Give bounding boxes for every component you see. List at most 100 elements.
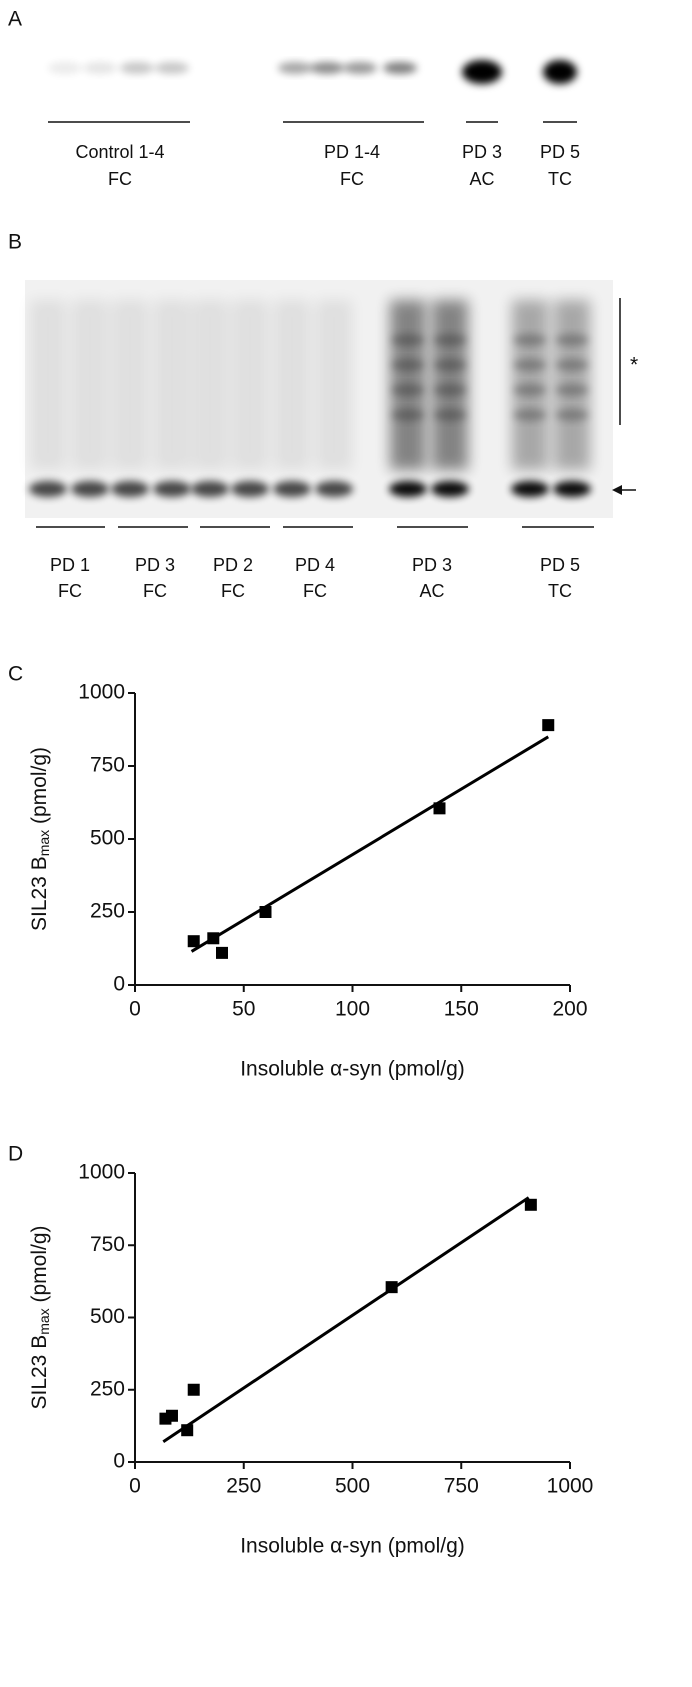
- smear-band: [391, 359, 425, 371]
- point: [524, 1198, 537, 1211]
- y-tick-label: 1000: [78, 1161, 125, 1184]
- x-tick-label: 200: [552, 998, 587, 1021]
- smear-band: [555, 384, 589, 396]
- smear-band: [391, 384, 425, 396]
- panel-label: A: [8, 8, 22, 31]
- lane-label: FC: [58, 581, 82, 601]
- smear-band: [513, 334, 547, 346]
- smear-band: [433, 334, 467, 346]
- smear: [112, 300, 148, 470]
- band: [511, 481, 549, 497]
- point: [259, 906, 272, 918]
- point: [181, 1424, 194, 1437]
- y-axis-label: SIL23 Bmax (pmol/g): [28, 1225, 52, 1409]
- blot-a: Control 1-4 FC PD 1-4 FC PD 3 AC PD 5 TC: [48, 60, 580, 189]
- smear-band: [433, 359, 467, 371]
- band: [155, 62, 189, 74]
- lane-label: FC: [340, 169, 364, 189]
- y-tick-label: 750: [90, 1233, 125, 1256]
- smear-band: [555, 409, 589, 421]
- lane-label: TC: [548, 581, 572, 601]
- smear-band: [513, 359, 547, 371]
- x-axis-label: Insoluble α-syn (pmol/g): [240, 1535, 465, 1558]
- smear-band: [391, 409, 425, 421]
- smear: [72, 300, 108, 470]
- lane-label: PD 2: [213, 555, 253, 575]
- x-tick-label: 100: [335, 998, 370, 1021]
- lane-label: FC: [108, 169, 132, 189]
- band: [553, 481, 591, 497]
- smear-band: [513, 409, 547, 421]
- lane-label: PD 5: [540, 555, 580, 575]
- band: [71, 481, 109, 497]
- fit-line: [190, 735, 550, 953]
- x-tick-label: 0: [129, 1475, 141, 1498]
- point: [542, 719, 555, 732]
- smear-band: [433, 384, 467, 396]
- band: [231, 481, 269, 497]
- smear: [192, 300, 228, 470]
- band: [431, 481, 469, 497]
- smear: [274, 300, 310, 470]
- y-tick-label: 250: [90, 1377, 125, 1400]
- point: [207, 932, 220, 945]
- x-tick-label: 0: [129, 998, 141, 1021]
- lane-label: PD 4: [295, 555, 335, 575]
- lane-label: AC: [469, 169, 494, 189]
- fit-line: [162, 1196, 530, 1444]
- lane-label: PD 3: [135, 555, 175, 575]
- smear-marker: *: [630, 354, 638, 377]
- lane-label: FC: [303, 581, 327, 601]
- blot-b: PD 1 FC PD 3 FC PD 2 FC PD 4 FC PD 3 AC PD 5 TC: [25, 280, 613, 601]
- smear-band: [513, 384, 547, 396]
- y-tick-label: 1000: [78, 681, 125, 704]
- y-tick-label: 750: [90, 754, 125, 777]
- smear-band: [433, 409, 467, 421]
- band: [83, 62, 117, 74]
- lane-label: PD 1-4: [324, 142, 380, 162]
- smear: [154, 300, 190, 470]
- x-axis-label: Insoluble α-syn (pmol/g): [240, 1058, 465, 1081]
- band: [153, 481, 191, 497]
- lane-label: AC: [419, 581, 444, 601]
- x-tick-label: 50: [232, 998, 255, 1021]
- smear: [316, 300, 352, 470]
- smear-band: [391, 334, 425, 346]
- y-axis-label-text: SIL23 B: [28, 856, 51, 931]
- band: [315, 481, 353, 497]
- y-tick-label: 0: [113, 973, 125, 996]
- band: [273, 481, 311, 497]
- x-tick-label: 1000: [547, 1475, 594, 1498]
- band: [111, 481, 149, 497]
- smear-band: [555, 359, 589, 371]
- band: [310, 62, 344, 74]
- point: [216, 946, 228, 959]
- lane-label: PD 1: [50, 555, 90, 575]
- point: [165, 1409, 178, 1422]
- y-tick-label: 0: [113, 1450, 125, 1473]
- lane-label: FC: [221, 581, 245, 601]
- band-arrowhead: [612, 485, 622, 495]
- lane-label: Control 1-4: [75, 142, 164, 162]
- smear-band: [555, 334, 589, 346]
- y-axis-label-unit: (pmol/g): [28, 1225, 51, 1308]
- y-tick-label: 500: [90, 827, 125, 850]
- y-tick-label: 250: [90, 900, 125, 923]
- y-tick-label: 500: [90, 1305, 125, 1328]
- lane-label: PD 3: [412, 555, 452, 575]
- band: [191, 481, 229, 497]
- x-tick-label: 250: [226, 1475, 261, 1498]
- band: [120, 62, 154, 74]
- x-tick-label: 500: [335, 1475, 370, 1498]
- band: [389, 481, 427, 497]
- band: [29, 481, 67, 497]
- panel-label: C: [8, 663, 23, 686]
- y-axis-label-unit: (pmol/g): [28, 747, 51, 830]
- band: [462, 60, 502, 84]
- point: [433, 802, 446, 815]
- point: [187, 935, 200, 948]
- smear: [30, 300, 66, 470]
- band: [543, 60, 577, 84]
- x-tick-label: 750: [444, 1475, 479, 1498]
